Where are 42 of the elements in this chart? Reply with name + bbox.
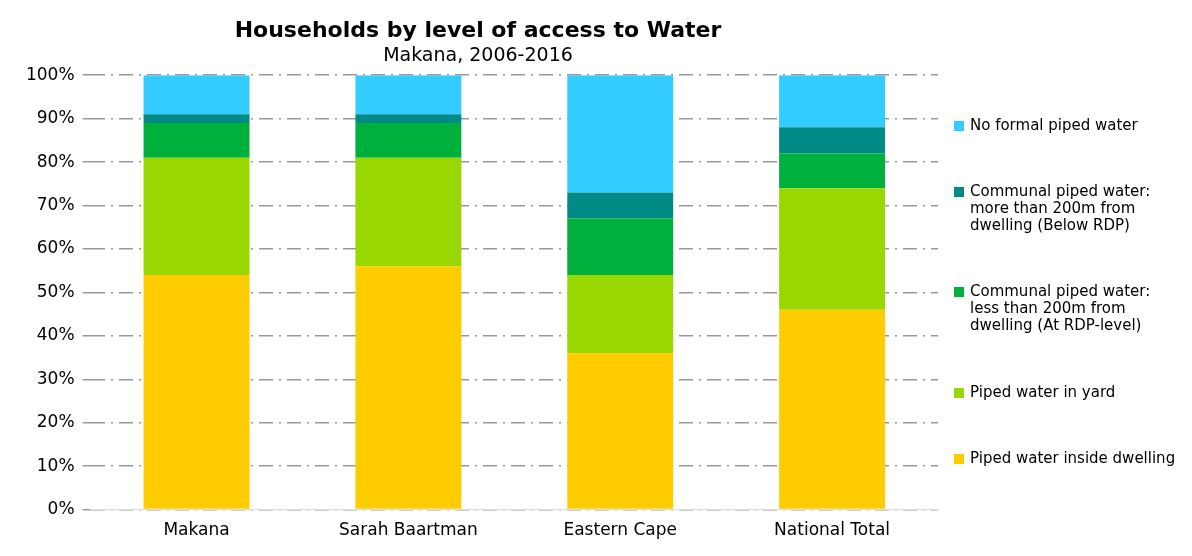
bar [779,153,886,189]
legend-label: Communal piped water: more than 200m from dwelling (Below RDP) [970,182,1152,235]
y-tick-label: 70% [36,193,75,214]
y-tick-label: 60% [36,237,75,258]
chart-title: Households by level of access to Water [234,16,722,42]
bar [143,75,250,115]
legend-label: No formal piped water [970,115,1138,134]
y-tick-label: 30% [36,367,75,388]
y-tick-label: 10% [36,454,75,475]
y-tick-label: 0% [47,498,75,519]
y-tick-label: 80% [36,150,75,171]
bar [143,114,250,123]
y-tick-label: 40% [36,324,75,345]
bar [567,192,674,219]
bar [143,122,250,158]
bar [567,218,674,276]
bar [779,127,886,154]
bar [355,266,462,509]
bar [567,353,674,509]
legend-label: Piped water in yard [970,382,1116,401]
x-tick-label: Eastern Cape [563,519,677,540]
bar [779,75,886,128]
bar [355,157,462,267]
y-tick-label: 90% [36,107,75,128]
legend-label: Communal piped water: less than 200m from dwelling (At RDP-level) [970,282,1152,335]
chart-subtitle: Makana, 2006-2016 [383,42,573,65]
bar [779,309,886,509]
y-tick-label: 50% [36,280,75,301]
x-tick-label: Sarah Baartman [339,519,478,540]
y-tick-label: 20% [36,411,75,432]
bar [567,275,674,354]
bar [779,188,886,310]
bar [355,114,462,123]
bar [355,122,462,158]
bar [143,275,250,509]
bar [143,157,250,276]
legend-label: Piped water inside dwelling [970,449,1176,468]
x-tick-label: Makana [163,519,230,540]
bar [567,75,674,193]
y-tick-label: 100% [25,63,75,84]
bar [355,75,462,115]
x-tick-label: National Total [774,519,891,540]
